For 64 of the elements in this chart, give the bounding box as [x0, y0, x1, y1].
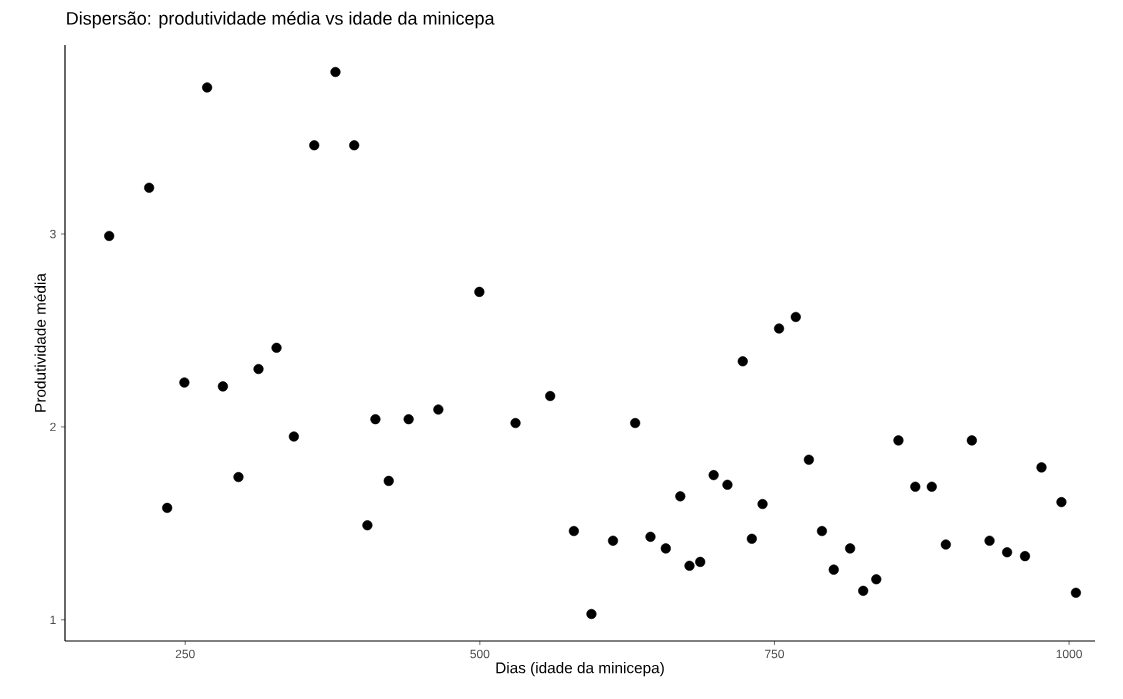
- point: [845, 543, 856, 554]
- y-tick-label: 2: [50, 422, 56, 432]
- point: [737, 356, 748, 367]
- point: [940, 539, 951, 550]
- point: [474, 286, 485, 297]
- x-tick-label: 250: [175, 649, 195, 659]
- point: [330, 66, 341, 78]
- point: [607, 535, 619, 546]
- point: [179, 377, 190, 388]
- point: [816, 525, 828, 537]
- point: [403, 414, 414, 425]
- point: [383, 475, 394, 486]
- point: [630, 417, 641, 429]
- point: [370, 414, 381, 425]
- point: [568, 525, 579, 537]
- point: [773, 323, 785, 334]
- point: [746, 533, 757, 544]
- point: [1056, 497, 1067, 508]
- y-tick-label: 1: [50, 615, 56, 624]
- point: [217, 381, 228, 392]
- point: [144, 182, 155, 193]
- point: [510, 417, 521, 429]
- point: [695, 556, 706, 567]
- point: [162, 502, 173, 513]
- point: [645, 531, 656, 542]
- chart-title: Dispersão: produtividade média vs idade da minicepa: [67, 11, 495, 29]
- point: [586, 608, 597, 620]
- point: [966, 435, 977, 446]
- point: [1036, 462, 1047, 473]
- point: [708, 470, 719, 481]
- y-axis-title: Produtividade média: [34, 273, 46, 412]
- point: [871, 574, 882, 585]
- point: [926, 481, 937, 492]
- point: [433, 404, 444, 415]
- point: [722, 479, 733, 490]
- point: [803, 454, 814, 465]
- point: [104, 230, 115, 242]
- point: [288, 431, 299, 442]
- point: [349, 140, 360, 151]
- point: [660, 543, 671, 554]
- point: [675, 491, 686, 502]
- point: [910, 481, 921, 492]
- y-tick-label: 3: [50, 229, 56, 239]
- x-axis-title: Dias (idade da minicepa): [496, 662, 664, 677]
- x-tick-label: 750: [765, 649, 785, 659]
- point: [1070, 587, 1081, 598]
- point: [1002, 547, 1013, 558]
- point: [984, 535, 995, 546]
- point: [684, 560, 695, 571]
- point: [309, 140, 320, 151]
- point: [545, 390, 556, 402]
- point: [790, 311, 801, 323]
- x-tick-label: 1000: [1056, 649, 1082, 659]
- x-tick-label: 500: [470, 649, 490, 659]
- point: [362, 520, 373, 531]
- point: [271, 342, 282, 353]
- point: [828, 564, 839, 575]
- point: [253, 363, 264, 375]
- point: [233, 471, 244, 483]
- point: [858, 585, 869, 596]
- point: [893, 435, 904, 446]
- point: [757, 498, 768, 510]
- point: [1019, 551, 1031, 562]
- point: [202, 82, 213, 93]
